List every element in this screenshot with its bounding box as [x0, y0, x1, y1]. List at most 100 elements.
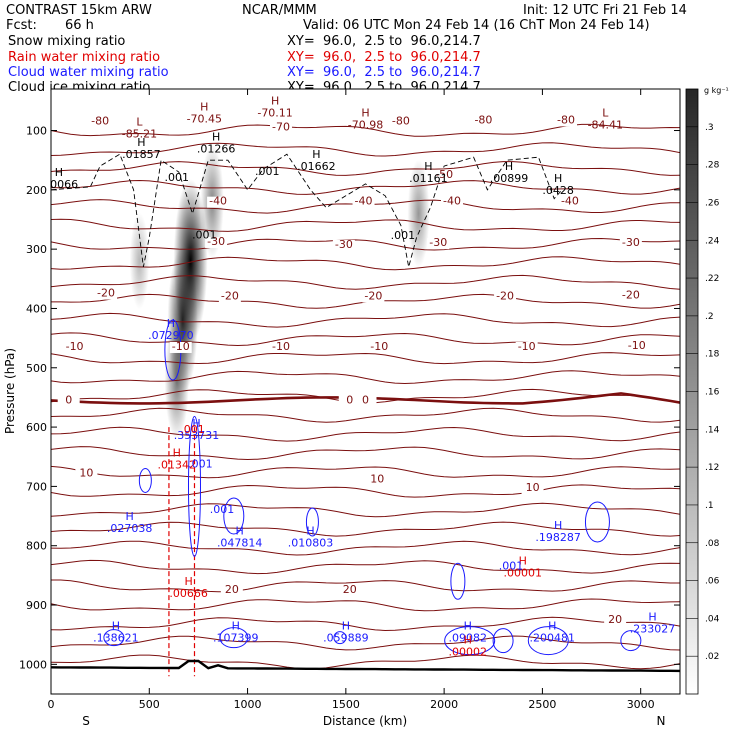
contour-value-label: .001 [180, 423, 205, 436]
shading-blob [129, 212, 150, 310]
temperature-contour [51, 559, 680, 575]
y-tick-label: 400 [26, 302, 47, 315]
y-tick-label: 100 [26, 125, 47, 138]
cloud-water-contour [584, 501, 610, 543]
extremum-value: .198287 [535, 531, 581, 544]
colorbar-tick-label: .3 [705, 123, 714, 133]
temperature-label-bg [368, 341, 391, 353]
temperature-label: -30 [622, 236, 640, 249]
x-tick-label: 0 [48, 698, 55, 711]
temperature-label-bg [269, 122, 292, 134]
y-tick-label: 600 [26, 421, 47, 434]
colorbar-tick-label: .08 [705, 539, 720, 549]
x-tick-label: 500 [139, 698, 160, 711]
colorbar-tick-label: .14 [705, 425, 720, 435]
temperature-label: -80 [392, 115, 410, 128]
temperature-label: -20 [622, 288, 640, 301]
cloud-water-contour [305, 507, 319, 537]
extremum-value: .01662 [297, 160, 336, 173]
temperature-label: 10 [79, 466, 93, 479]
extremum-marker: H [137, 136, 145, 149]
temperature-contour [51, 237, 680, 251]
colorbar-tick-label: .02 [705, 652, 719, 662]
temperature-label-bg [95, 288, 118, 300]
extremum-marker: H [232, 620, 240, 633]
temperature-label-bg [366, 474, 389, 486]
colorbar-unit: g kg⁻¹ [704, 86, 729, 95]
extremum-value: .107399 [213, 632, 259, 645]
x-tick-label: 2500 [528, 698, 556, 711]
extremum-marker: H [554, 172, 562, 185]
temperature-label-bg [515, 341, 538, 353]
colorbar-tick-label: .06 [705, 577, 720, 587]
cloud-water-contour [527, 626, 569, 656]
extremum-value: .00899 [490, 172, 529, 185]
extremum-marker: H [125, 510, 133, 523]
extremum-value: .200481 [529, 632, 575, 645]
temperature-label-bg [521, 483, 544, 495]
x-end-label-south: S [82, 714, 90, 728]
extremum-marker: H [312, 148, 320, 161]
colorbar-tick-label: .28 [705, 161, 720, 171]
extremum-marker: H [648, 611, 656, 624]
temperature-label-bg [169, 341, 192, 353]
temperature-contour [51, 407, 680, 423]
cloud-water-contour [187, 415, 201, 557]
temperature-contour [51, 312, 680, 328]
plot-frame [50, 88, 681, 695]
temperature-label: -40 [355, 195, 373, 208]
temperature-contour [51, 332, 680, 347]
center-label: NCAR/MMM [242, 3, 317, 18]
temperature-contour [51, 352, 680, 365]
x-tick-label: 1500 [332, 698, 360, 711]
temperature-label: -20 [221, 290, 239, 303]
extremum-marker: H [212, 130, 220, 143]
extremum-value: .00066 [40, 178, 79, 191]
temperature-contour [51, 635, 680, 651]
temperature-label: -70 [272, 121, 290, 134]
field-name-rain: Rain water mixing ratio [8, 50, 161, 65]
temperature-contour [51, 142, 680, 157]
extremum-value: -70.98 [348, 119, 383, 132]
extremum-marker: H [464, 620, 472, 633]
contour-value-label: .001 [192, 228, 217, 241]
temperature-label: -10 [172, 340, 190, 353]
temperature-label-bg [220, 585, 243, 597]
temperature-label: 0 [65, 393, 72, 406]
field-xy-cloud-water: XY= 96.0, 2.5 to 96.0,214.7 [287, 65, 481, 80]
contour-value-label: .001 [210, 503, 235, 516]
temperature-label-bg [338, 585, 361, 597]
temperature-contour [51, 654, 680, 670]
extremum-value: -85.21 [122, 127, 157, 140]
temperature-label: 10 [370, 472, 384, 485]
y-axis-title: Pressure (hPa) [3, 348, 17, 434]
temperature-label-bg [218, 291, 241, 303]
temperature-label: -80 [474, 113, 492, 126]
colorbar: g kg⁻¹ .02 .04 .06 .08 .1 .12 .14 .16 .18 .2 .22 .2… [685, 86, 729, 695]
temperature-label: -80 [91, 115, 109, 128]
extremum-value: .233027 [630, 623, 676, 636]
extremum-value: .0428 [542, 184, 574, 197]
temperature-label: 20 [608, 613, 622, 626]
temperature-contour [51, 218, 680, 232]
extremum-marker: H [505, 160, 513, 173]
valid-time: Valid: 06 UTC Mon 24 Feb 14 (16 ChT Mon … [303, 18, 650, 33]
temperature-contour [51, 579, 680, 593]
x-axis-title: Distance (km) [323, 714, 407, 728]
temperature-label-bg [427, 238, 450, 250]
extremum-value: .00002 [448, 645, 487, 658]
temperature-label: -30 [207, 235, 225, 248]
extremum-value: .09082 [448, 632, 487, 645]
extremum-value: .072970 [148, 329, 194, 342]
temperature-contour [51, 484, 680, 498]
fcst-value: 66 h [65, 18, 94, 33]
contour-value-label: .001 [499, 559, 524, 572]
x-end-label-north: N [657, 714, 666, 728]
temperature-contour [51, 465, 680, 479]
cloud-water-contour [450, 562, 466, 600]
temperature-label: -40 [443, 195, 461, 208]
temperature-contour [51, 616, 680, 632]
temperature-label-bg [433, 169, 456, 181]
extremum-marker: H [173, 446, 181, 459]
colorbar-tick-label: .1 [705, 501, 714, 511]
